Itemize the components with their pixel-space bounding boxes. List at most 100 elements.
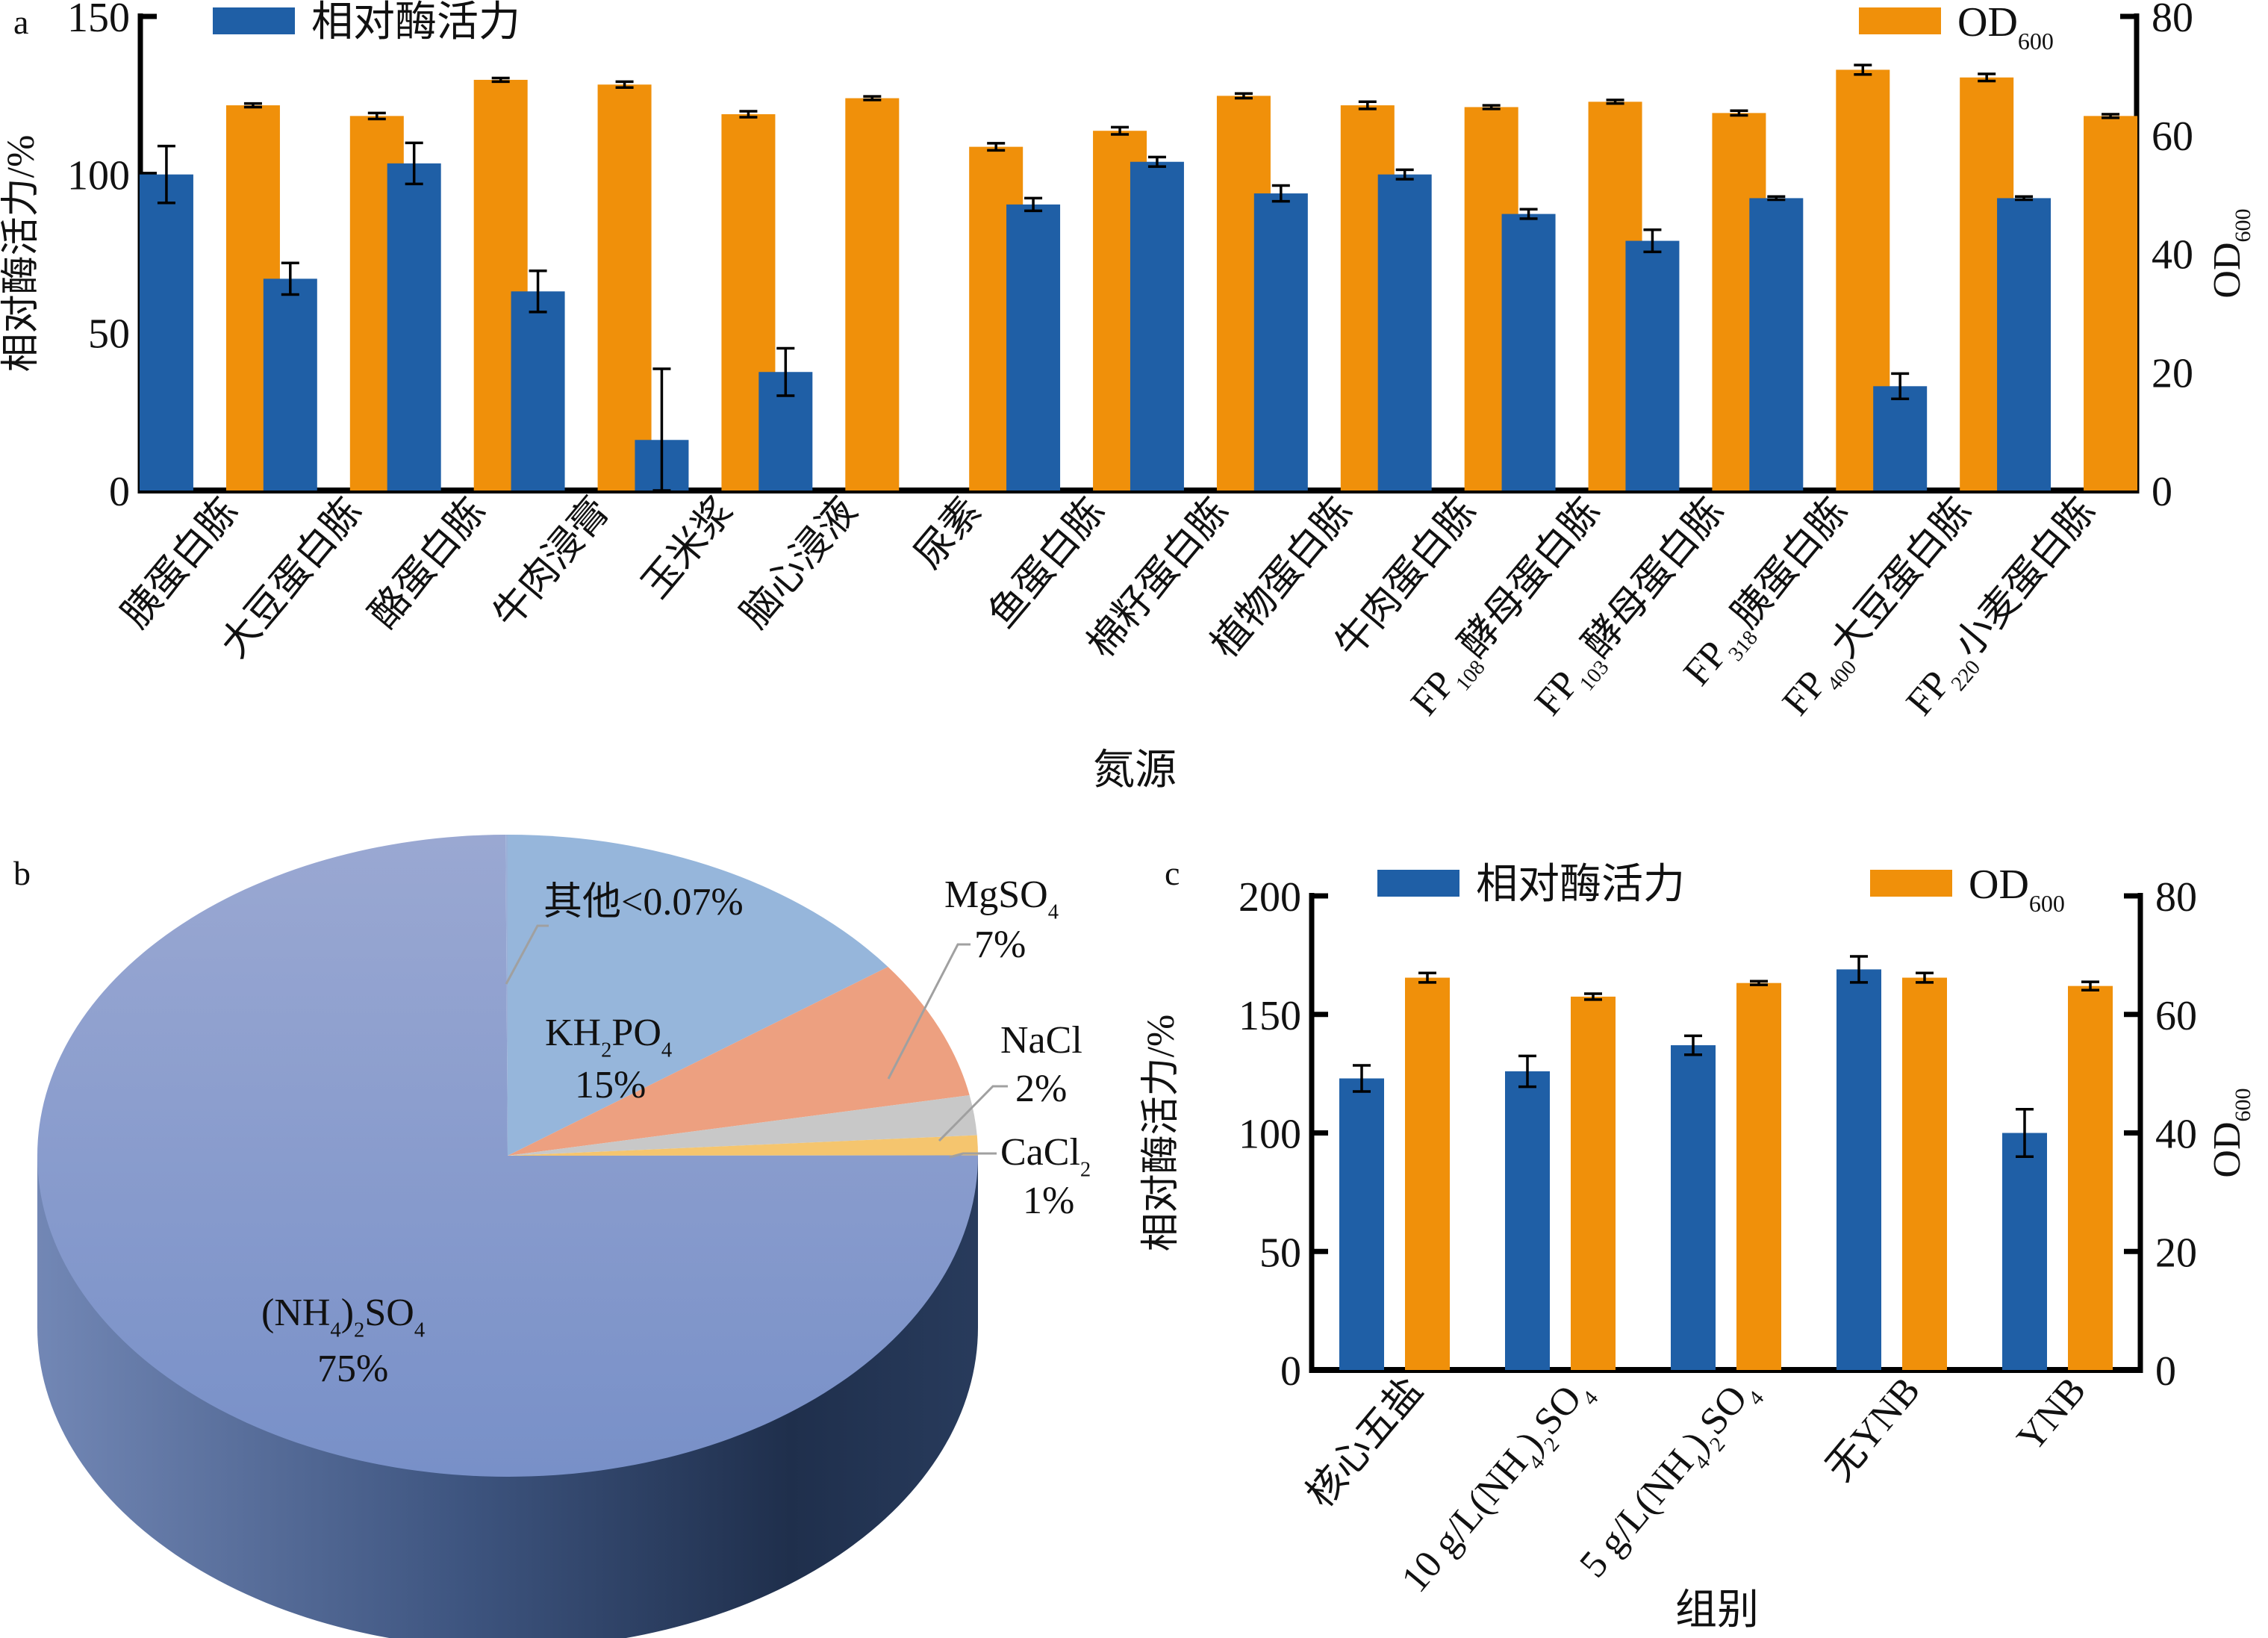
y-tick-label-right: 20: [2155, 1230, 2197, 1276]
label-part: MgSO: [944, 874, 1048, 916]
pie-label-nacl: NaCl: [1000, 1019, 1082, 1062]
label-part: FP: [1898, 663, 1959, 723]
y-tick-label-right: 60: [2152, 113, 2193, 160]
y-tick-label-left: 150: [67, 0, 130, 41]
x-axis-label: 组别: [1675, 1587, 1759, 1634]
pie-pct-nacl: 2%: [1015, 1068, 1067, 1110]
panel-label-c: c: [1165, 854, 1180, 892]
subscript: 4: [1048, 901, 1059, 924]
bar-enzyme-activity: [1836, 969, 1881, 1370]
bar-enzyme-activity: [1997, 198, 2052, 491]
y-tick-label-right: 40: [2155, 1112, 2197, 1158]
subscript: 2: [601, 1039, 611, 1062]
y-tick-label-left: 100: [67, 153, 130, 199]
x-tick-label: 鱼蛋白胨: [981, 490, 1113, 636]
pie-pct-nh4-2so4: 75%: [317, 1348, 388, 1390]
pie-label-mgso4: MgSO4: [944, 874, 1059, 924]
y-tick-label-left: 100: [1239, 1112, 1301, 1158]
bar-enzyme-activity: [1501, 214, 1556, 491]
leader-line: [887, 943, 971, 1080]
x-tick-label: 牛肉浸膏: [485, 490, 617, 636]
subscript: 600: [2029, 890, 2065, 917]
label-part: OD: [2206, 1121, 2249, 1177]
label-part: YNB: [2009, 1369, 2094, 1460]
y-tick-label-right: 80: [2152, 0, 2193, 41]
pie-label-cacl2: CaCl2: [1000, 1131, 1091, 1182]
label-part: CaCl: [1000, 1131, 1080, 1174]
y-tick-label-left: 0: [109, 469, 130, 515]
bar-enzyme-activity: [387, 163, 441, 491]
label-part: OD: [1957, 0, 2018, 46]
label-part: OD: [2206, 242, 2249, 298]
legend-label-od600: OD600: [1957, 0, 2054, 55]
bar-od600: [2068, 985, 2113, 1370]
pie-label-other: 其他<0.07%: [543, 881, 744, 924]
x-tick-label: 脑心浸液: [733, 490, 865, 636]
y-tick-label-right: 0: [2152, 469, 2172, 515]
label-part: SO: [364, 1292, 414, 1334]
subscript: 2: [354, 1319, 364, 1342]
x-axis-label: 氮源: [1093, 747, 1177, 794]
subscript: 600: [2231, 208, 2255, 242]
y-tick-label-right: 40: [2152, 232, 2193, 278]
x-tick-label: 尿素: [907, 490, 990, 576]
subscript: 4: [661, 1039, 672, 1062]
label-part: PO: [611, 1012, 661, 1054]
label-part: 酪蛋白胨: [362, 490, 494, 636]
label-part: SO: [1692, 1377, 1756, 1443]
bar-enzyme-activity: [139, 174, 193, 491]
y-axis-label-right: OD600: [2206, 208, 2255, 298]
bar-enzyme-activity: [2002, 1133, 2047, 1370]
subscript: 4: [330, 1319, 340, 1342]
label-part: ): [341, 1292, 354, 1334]
legend-label-enzyme: 相对酶活力: [1476, 862, 1685, 908]
y-tick-label-left: 200: [1239, 874, 1301, 921]
legend-label-enzyme: 相对酶活力: [311, 0, 520, 46]
bar-enzyme-activity: [511, 291, 565, 491]
leader-line: [938, 1085, 1008, 1142]
label-part: FP: [1527, 663, 1587, 723]
pie-slice: [508, 1095, 977, 1156]
bar-od600: [597, 84, 652, 491]
y-tick-label-left: 50: [1259, 1230, 1301, 1276]
legend-swatch-enzyme: [213, 7, 295, 34]
bar-enzyme-activity: [1339, 1078, 1384, 1370]
subscript: 2: [1080, 1159, 1091, 1182]
pie-label-kh2po4: KH2PO4: [545, 1012, 672, 1062]
label-part: FP: [1775, 663, 1835, 723]
x-tick-label: YNB: [2009, 1369, 2094, 1460]
label-part: FP: [1675, 633, 1736, 694]
label-part: 无YNB: [1819, 1369, 1929, 1489]
x-tick-label: 10 g/L(NH4)2SO4: [1393, 1369, 1603, 1605]
label-part: 玉米浆: [635, 490, 742, 606]
bar-enzyme-activity: [1671, 1045, 1716, 1370]
y-tick-label-right: 80: [2155, 874, 2197, 921]
bar-enzyme-activity: [1873, 386, 1928, 491]
label-part: OD: [1969, 862, 2029, 908]
y-tick-label-right: 0: [2155, 1348, 2176, 1395]
label-part: 胰蛋白胨: [114, 490, 246, 636]
bar-od600: [1571, 996, 1616, 1370]
pie-pct-mgso4: 7%: [974, 924, 1026, 966]
y-tick-label-left: 150: [1239, 993, 1301, 1039]
label-part: 核心五盐: [1299, 1369, 1431, 1516]
bar-enzyme-activity: [1130, 161, 1184, 491]
y-axis-label-left: 相对酶活力/%: [1140, 1015, 1183, 1252]
pie-slice: [37, 835, 979, 1477]
chart-b-salt-pie: KH2PO415%MgSO47%NaCl2%CaCl21%(NH4)2SO475…: [37, 835, 1091, 1638]
bar-od600: [2084, 116, 2138, 491]
bar-enzyme-activity: [263, 278, 317, 491]
legend: 相对酶活力 OD600: [1377, 862, 2065, 917]
label-part: 5 g/L(NH: [1571, 1442, 1702, 1586]
pie-slice: [508, 1135, 978, 1156]
pie-pct-cacl2: 1%: [1023, 1180, 1074, 1222]
subscript: 4: [414, 1319, 425, 1342]
x-tick-label: 无YNB: [1819, 1369, 1929, 1489]
legend: 相对酶活力 OD600: [213, 0, 2054, 55]
y-tick-label-right: 60: [2155, 993, 2197, 1039]
bar-od600: [845, 98, 900, 491]
label-part: SO: [1526, 1377, 1590, 1443]
label-part: 脑心浸液: [733, 490, 865, 636]
